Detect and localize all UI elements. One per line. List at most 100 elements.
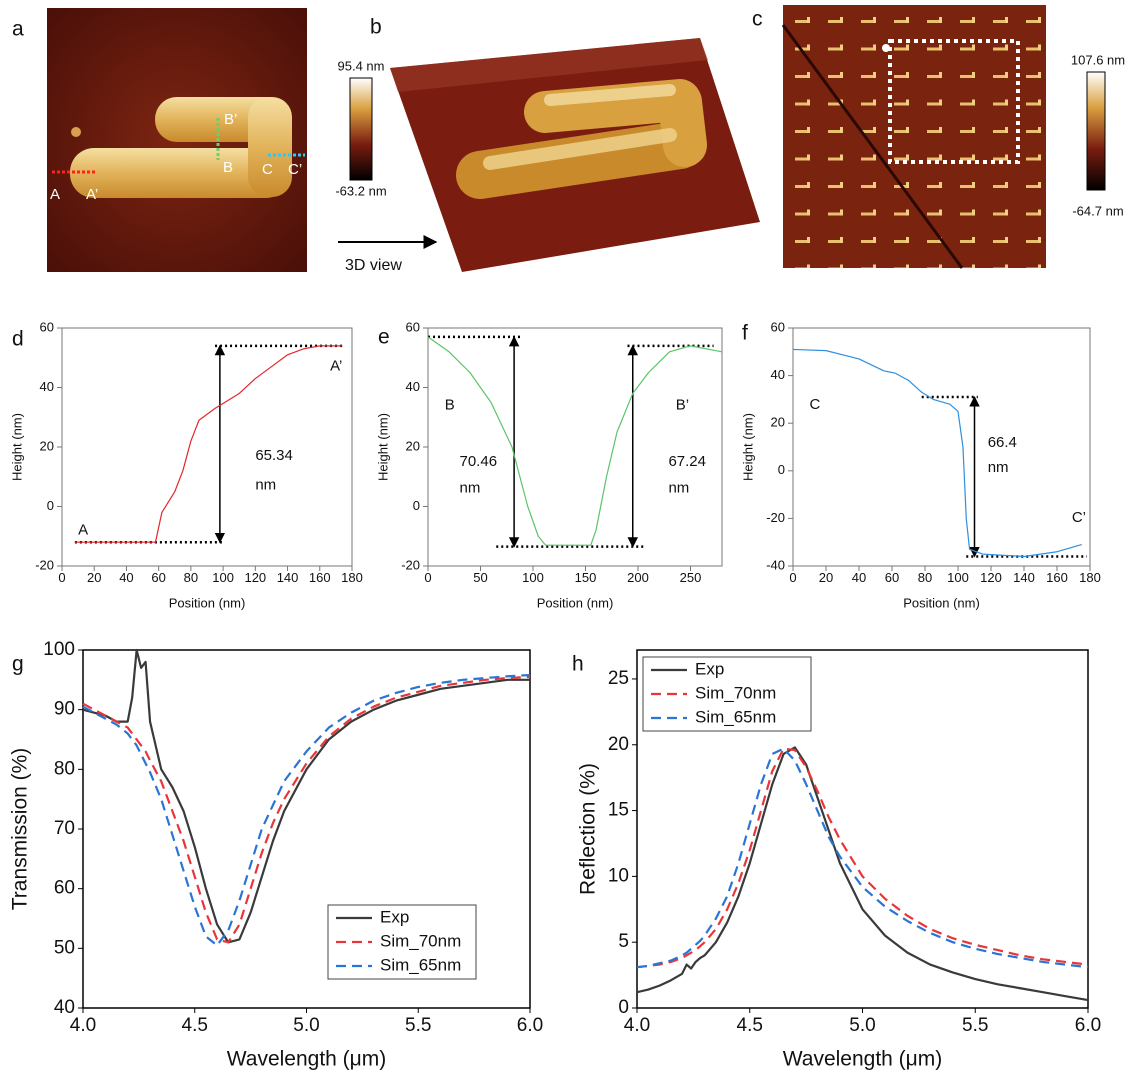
- x-tick-label: 20: [87, 570, 101, 585]
- colorbar-max: 95.4 nm: [338, 58, 385, 73]
- y-tick-label: 10: [608, 865, 629, 886]
- x-tick-label: 40: [852, 570, 866, 585]
- y-tick-label: 40: [406, 379, 420, 394]
- y-tick-label: 90: [54, 699, 75, 720]
- x-tick-label: 80: [184, 570, 198, 585]
- x-tick-label: 0: [424, 570, 431, 585]
- y-tick-label: 25: [608, 668, 629, 689]
- afm-image-a: A A’ B B’ C C’: [47, 8, 307, 272]
- x-tick-label: 160: [309, 570, 331, 585]
- x-tick-label: 5.0: [293, 1015, 319, 1036]
- y-tick-label: 20: [771, 415, 785, 430]
- x-tick-label: 4.5: [182, 1015, 208, 1036]
- annotation: 66.4: [988, 434, 1017, 451]
- y-tick-label: 40: [771, 367, 785, 382]
- y-axis-label: Transmission (%): [9, 748, 32, 911]
- x-tick-label: 100: [212, 570, 234, 585]
- y-tick-label: -20: [401, 557, 420, 572]
- panel-label: a: [12, 18, 24, 41]
- annotation: B: [445, 396, 455, 413]
- y-tick-label: 15: [608, 800, 629, 821]
- panel-label: c: [752, 8, 763, 31]
- series-line: [792, 348, 1082, 558]
- series-line: [427, 336, 723, 546]
- y-tick-label: 20: [406, 438, 420, 453]
- y-tick-label: 0: [47, 498, 54, 513]
- x-tick-label: 4.5: [737, 1015, 763, 1036]
- y-tick-label: 60: [40, 319, 54, 334]
- x-tick-label: 160: [1046, 570, 1068, 585]
- y-tick-label: -40: [766, 557, 785, 572]
- plot-frame: [427, 327, 723, 567]
- series-line: [74, 345, 343, 543]
- x-tick-label: 140: [1013, 570, 1035, 585]
- x-tick-label: 80: [918, 570, 932, 585]
- colorbar-min: -64.7 nm: [1072, 203, 1123, 218]
- legend-label: Sim_65nm: [695, 707, 776, 726]
- x-tick-label: 120: [244, 570, 266, 585]
- series-line: [636, 746, 1089, 1002]
- y-tick-label: 100: [43, 639, 75, 660]
- annotation: 67.24: [668, 453, 706, 470]
- y-axis-label: Height (nm): [740, 413, 755, 481]
- panel-label: g: [12, 653, 24, 676]
- image-annotation: C’: [288, 161, 302, 178]
- panel-label: f: [742, 322, 748, 345]
- annotation: A: [78, 521, 88, 538]
- y-tick-label: 20: [608, 734, 629, 755]
- y-tick-label: 40: [54, 997, 75, 1018]
- x-tick-label: 6.0: [1075, 1015, 1101, 1036]
- y-tick-label: 80: [54, 758, 75, 779]
- image-annotation: B: [223, 159, 233, 176]
- legend-label: Sim_65nm: [380, 955, 461, 974]
- y-tick-label: 60: [406, 319, 420, 334]
- y-tick-label: 60: [771, 319, 785, 334]
- x-axis-label: Wavelength (μm): [783, 1048, 943, 1070]
- plot-frame: [792, 327, 1091, 567]
- colorbar-max: 107.6 nm: [1071, 52, 1125, 67]
- chart: 0 50 100 150 200 250 -20 0 20 40 60 Position (nm) He…: [375, 319, 723, 610]
- x-axis-label: Position (nm): [169, 595, 246, 610]
- x-tick-label: 60: [151, 570, 165, 585]
- annotation: nm: [255, 477, 276, 494]
- series-line: [82, 673, 531, 947]
- panel-label: b: [370, 16, 382, 39]
- x-tick-label: 5.5: [405, 1015, 431, 1036]
- y-tick-label: 0: [778, 462, 785, 477]
- y-tick-label: 70: [54, 818, 75, 839]
- caption: 3D view: [345, 257, 402, 274]
- annotation: B’: [676, 396, 689, 413]
- y-tick-label: 40: [40, 379, 54, 394]
- y-axis-label: Height (nm): [9, 413, 24, 481]
- x-tick-label: 100: [522, 570, 544, 585]
- y-tick-label: 5: [618, 931, 629, 952]
- x-tick-label: 180: [1079, 570, 1101, 585]
- x-tick-label: 5.0: [849, 1015, 875, 1036]
- x-tick-label: 60: [885, 570, 899, 585]
- x-tick-label: 0: [789, 570, 796, 585]
- afm-3d-view: 95.4 nm -63.2 nm 3D view: [335, 38, 760, 274]
- x-tick-label: 4.0: [70, 1015, 96, 1036]
- x-axis-label: Position (nm): [537, 595, 614, 610]
- annotation: 70.46: [460, 453, 498, 470]
- x-axis-label: Position (nm): [903, 595, 980, 610]
- y-axis-label: Reflection (%): [577, 763, 600, 895]
- x-tick-label: 120: [980, 570, 1002, 585]
- legend-label: Sim_70nm: [380, 931, 461, 950]
- annotation: nm: [460, 480, 481, 497]
- annotation: nm: [988, 459, 1009, 476]
- image-annotation: C: [262, 161, 273, 178]
- y-tick-label: 0: [413, 498, 420, 513]
- chart: 0 20 40 60 80 100 120 140 160 180 -20 0 20 40 60 Positi…: [9, 319, 362, 610]
- y-tick-label: -20: [35, 557, 54, 572]
- series-line: [82, 648, 530, 944]
- x-tick-label: 140: [277, 570, 299, 585]
- legend-label: Sim_70nm: [695, 683, 776, 702]
- image-annotation: B’: [224, 111, 237, 128]
- colorbar-min: -63.2 nm: [335, 183, 386, 198]
- series-line: [636, 747, 1089, 969]
- annotation: C: [810, 396, 821, 413]
- panel-label: d: [12, 328, 24, 351]
- panel-label: e: [378, 326, 390, 349]
